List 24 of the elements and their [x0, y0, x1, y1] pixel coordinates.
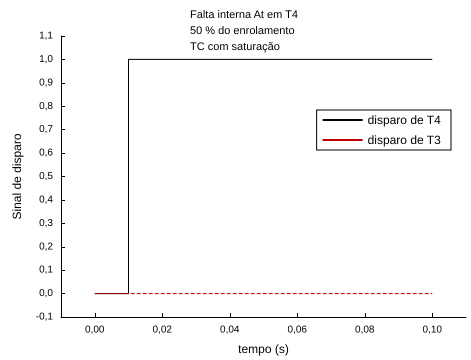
y-tick-label: 0,1	[39, 264, 54, 276]
x-tick-label: 0,10	[422, 324, 442, 336]
x-tick-label: 0,00	[85, 324, 105, 336]
y-tick-label: 0,4	[39, 194, 54, 206]
y-tick-label: 0,3	[39, 218, 54, 229]
y-tick-label: 0,8	[39, 100, 54, 112]
y-tick-label: 0,0	[39, 288, 54, 300]
legend-label: disparo de T3	[368, 133, 442, 147]
y-tick-label: 1,1	[39, 30, 54, 42]
y-tick-label: 1,0	[39, 54, 54, 65]
chart-title: Falta interna At em T4 50 % do enrolamento TC com saturação	[190, 9, 298, 53]
y-axis-title: Sinal de disparo	[10, 133, 24, 220]
y-tick-label: 0,9	[39, 77, 54, 88]
x-tick-label: 0,06	[288, 324, 308, 336]
y-tick-label: 0,7	[39, 124, 54, 136]
y-tick-label: 0,6	[39, 148, 54, 159]
legend-label: disparo de T4	[368, 113, 442, 127]
x-tick-label: 0,08	[355, 324, 375, 336]
x-tick-label: 0,02	[152, 324, 172, 336]
y-tick-label: -0,1	[36, 312, 54, 322]
x-tick-label: 0,04	[220, 324, 240, 336]
x-axis-title: tempo (s)	[238, 342, 289, 356]
y-tick-label: 0,5	[39, 171, 54, 182]
y-tick-label: 0,2	[39, 241, 54, 252]
